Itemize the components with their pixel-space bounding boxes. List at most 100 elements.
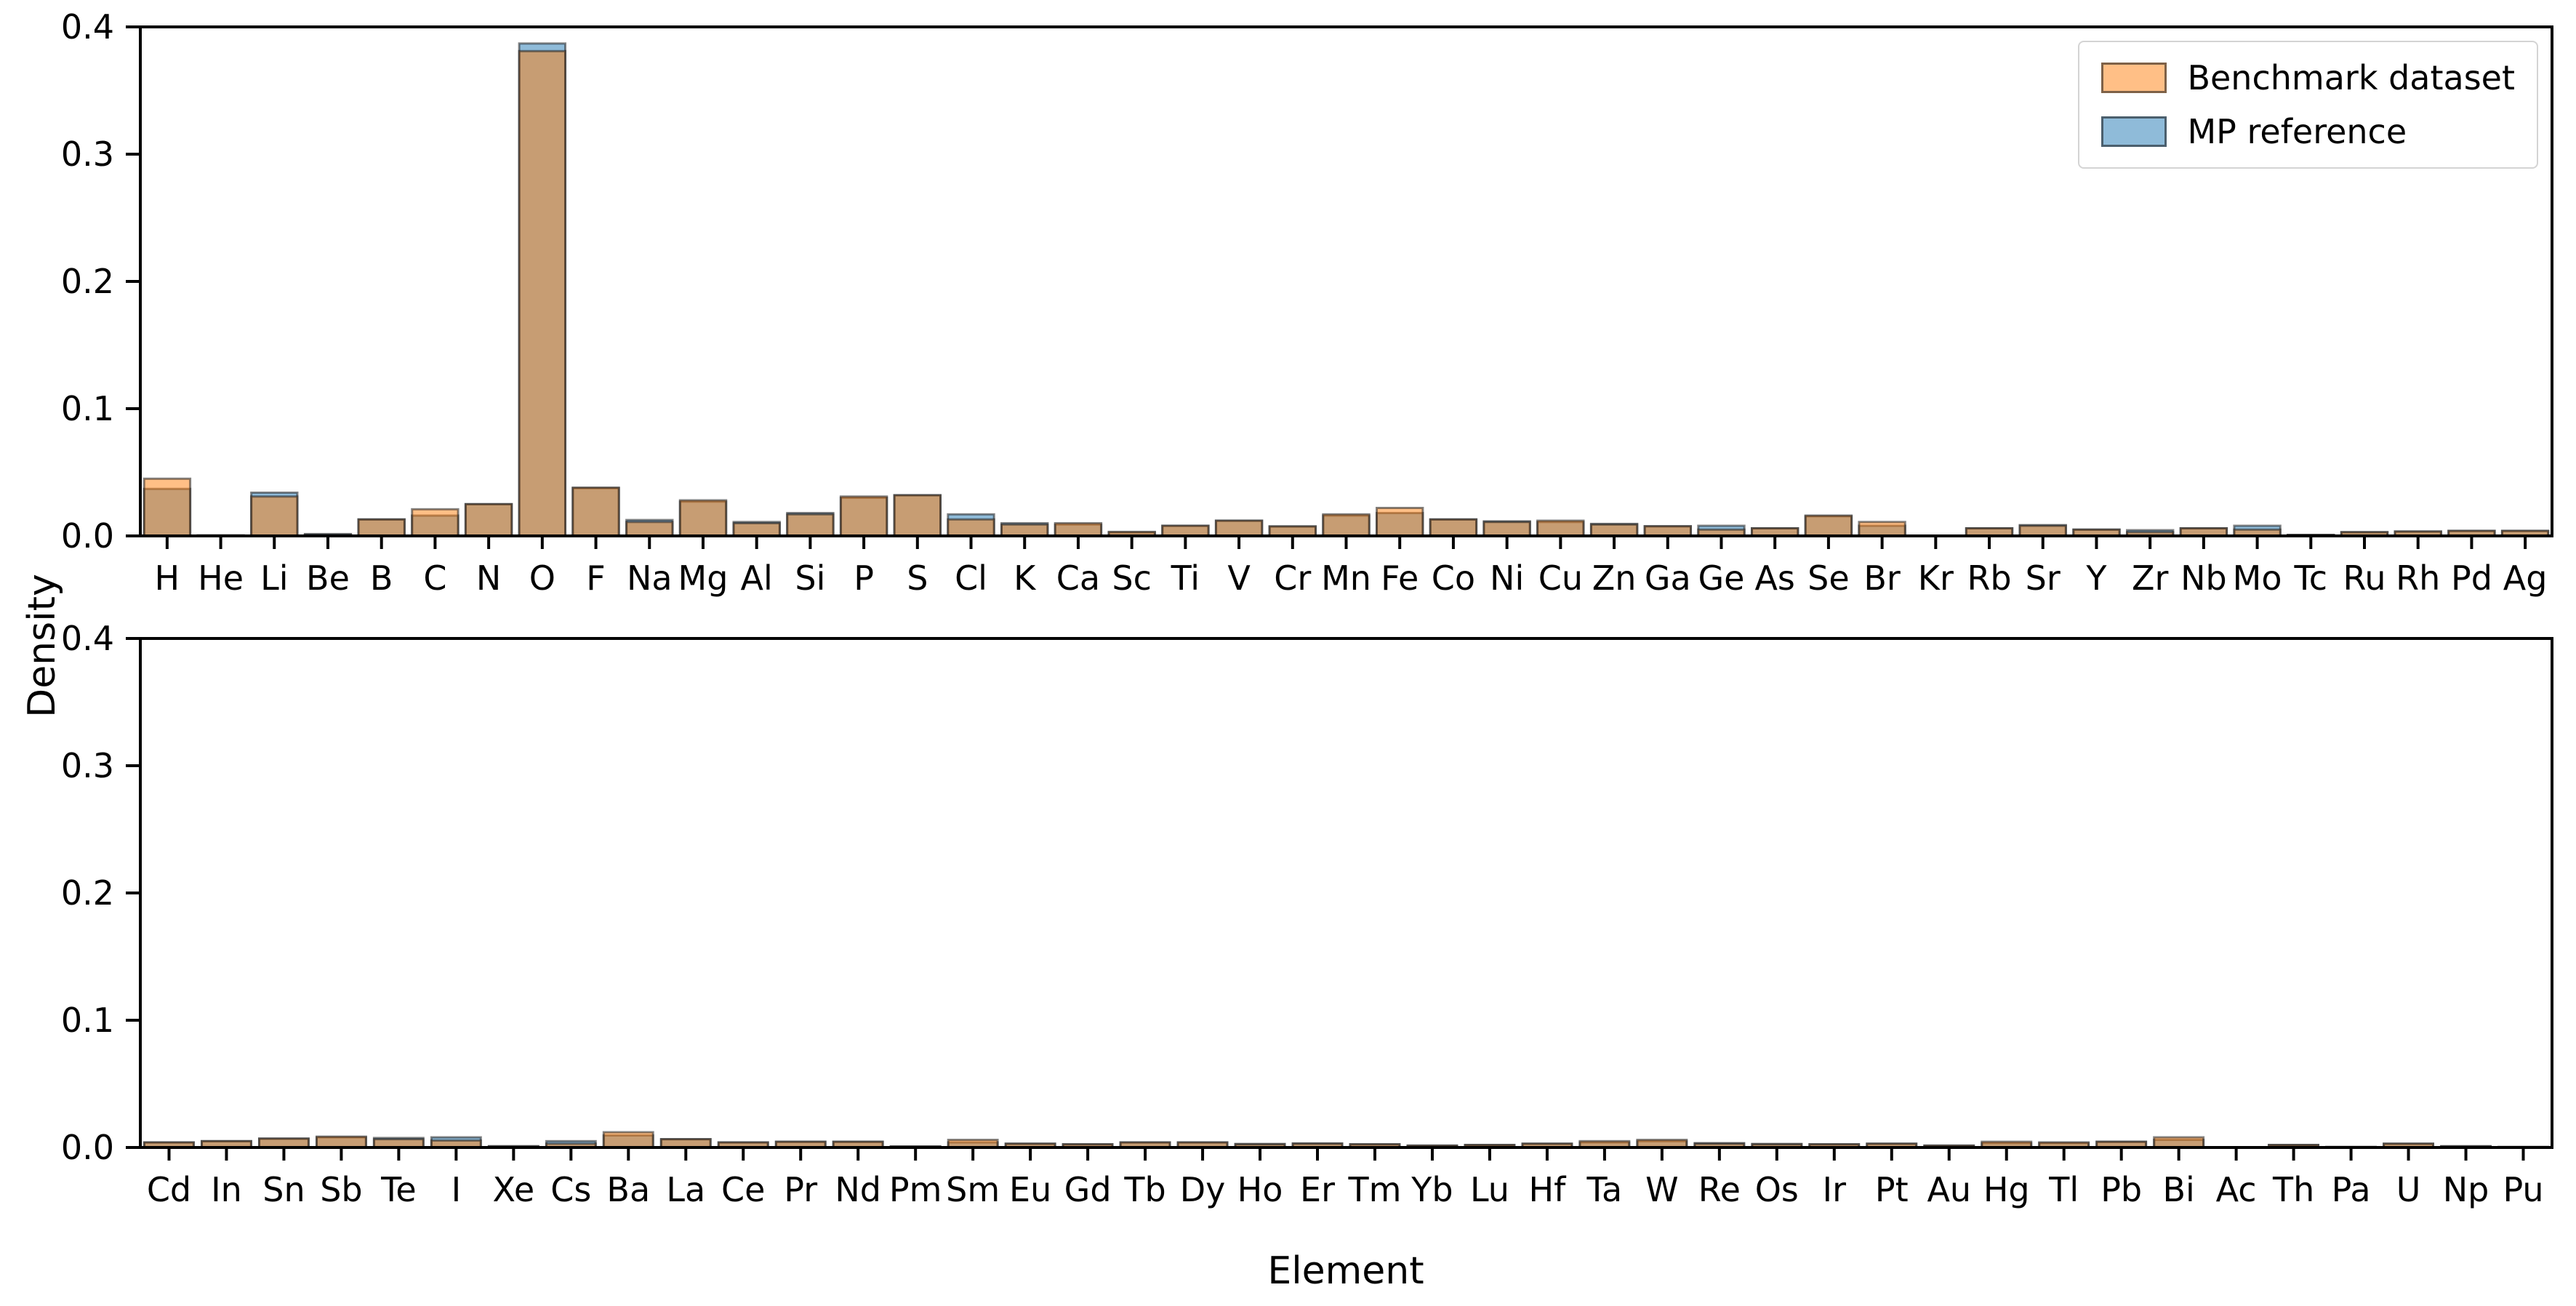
y-tick-label: 0.4 xyxy=(61,7,114,47)
bar-N xyxy=(464,502,513,537)
x-tick-label: He xyxy=(198,558,244,598)
y-tick-label: 0.1 xyxy=(61,1001,114,1040)
x-tick-label: Nb xyxy=(2180,558,2227,598)
bar-Sb xyxy=(316,1135,367,1149)
x-tick-label: Br xyxy=(1863,558,1901,598)
x-tick-label: Tb xyxy=(1123,1170,1165,1209)
x-tick-label: Rb xyxy=(1967,558,2011,598)
x-tick-label: Cs xyxy=(550,1170,591,1209)
bar-Mn xyxy=(1322,513,1371,537)
x-tick-label: As xyxy=(1754,558,1794,598)
bar-Mg xyxy=(678,499,728,537)
x-tick-label: Re xyxy=(1698,1170,1741,1209)
x-tick-label: Al xyxy=(741,558,773,598)
bar-H xyxy=(143,477,192,537)
x-tick-label: Xe xyxy=(492,1170,534,1209)
bar-F xyxy=(571,486,620,537)
bar-Al xyxy=(732,522,781,537)
x-tick-label: Er xyxy=(1300,1170,1335,1209)
y-tick-label: 0.0 xyxy=(61,516,114,556)
x-tick-label: Pb xyxy=(2100,1170,2142,1209)
mp-reference-swatch-icon xyxy=(2101,116,2167,147)
x-tick-label: Zr xyxy=(2132,558,2169,598)
x-tick-label: Fe xyxy=(1381,558,1419,598)
bar-O xyxy=(518,49,566,537)
y-tick-label: 0.3 xyxy=(61,135,114,174)
x-tick-label: H xyxy=(155,558,180,598)
panel-bottom: Cd In Sn Sb Te I Xe Cs Ba La Ce Pr Nd Pm Sm Eu Gd Tb Dy Ho E… xyxy=(61,619,2553,1209)
legend-label: Benchmark dataset xyxy=(2187,58,2515,97)
x-tick-label: V xyxy=(1227,558,1251,598)
x-tick-label: Mn xyxy=(1321,558,1371,598)
x-tick-label: C xyxy=(423,558,446,598)
bar-Sr xyxy=(2018,524,2067,537)
bar-V xyxy=(1214,519,1264,537)
bar-B xyxy=(357,518,406,537)
x-tick-label: Hg xyxy=(1983,1170,2030,1209)
x-tick-label: Ac xyxy=(2216,1170,2257,1209)
bar-C xyxy=(411,508,460,537)
x-tick-label: Be xyxy=(306,558,350,598)
x-tick-label: Sr xyxy=(2026,558,2061,598)
x-tick-label: Y xyxy=(2085,558,2107,598)
x-tick-label: Tc xyxy=(2294,558,2328,598)
legend-label: MP reference xyxy=(2187,112,2407,151)
bar-Cu xyxy=(1536,519,1585,537)
x-tick-label: Sc xyxy=(1112,558,1152,598)
x-tick-label: Dy xyxy=(1180,1170,1226,1209)
legend-item-mp-reference: MP reference xyxy=(2101,112,2515,151)
bar-Br xyxy=(1858,521,1906,537)
x-tick-label: La xyxy=(666,1170,705,1209)
axes-box xyxy=(139,637,2553,1149)
x-tick-label: Nd xyxy=(835,1170,881,1209)
bar-P xyxy=(839,495,888,537)
x-tick-label: Ce xyxy=(721,1170,765,1209)
bar-Li xyxy=(250,495,299,537)
x-tick-label: P xyxy=(854,558,874,598)
x-tick-label: Cl xyxy=(955,558,987,598)
x-tick-label: Pd xyxy=(2451,558,2492,598)
x-tick-label: Ge xyxy=(1698,558,1745,598)
bar-Bi xyxy=(2153,1136,2205,1149)
y-tick-label: 0.2 xyxy=(61,262,114,301)
x-tick-label: K xyxy=(1014,558,1037,598)
x-tick-label: Yb xyxy=(1411,1170,1453,1209)
x-tick-label: Si xyxy=(795,558,825,598)
x-tick-label: Sn xyxy=(262,1170,305,1209)
x-tick-label: Sm xyxy=(946,1170,1000,1209)
x-tick-label: Ca xyxy=(1056,558,1100,598)
x-tick-label: I xyxy=(452,1170,462,1209)
y-tick-label: 0.4 xyxy=(61,619,114,658)
bar-Ni xyxy=(1482,521,1531,537)
x-tick-label: Ho xyxy=(1237,1170,1283,1209)
x-tick-label: Gd xyxy=(1064,1170,1112,1209)
x-tick-label: B xyxy=(370,558,393,598)
x-axis-label: Element xyxy=(1267,1249,1424,1293)
y-tick-label: 0.1 xyxy=(61,389,114,428)
y-tick-label: 0.3 xyxy=(61,746,114,785)
bar-Ba xyxy=(602,1131,654,1149)
bar-Ca xyxy=(1054,522,1103,537)
x-tick-label: Ag xyxy=(2503,558,2548,598)
x-tick-label: Pt xyxy=(1875,1170,1909,1209)
x-tick-label: Ru xyxy=(2343,558,2386,598)
x-tick-label: Kr xyxy=(1918,558,1954,598)
x-tick-label: Pm xyxy=(889,1170,942,1209)
bar-Ti xyxy=(1161,524,1210,537)
x-tick-label: Lu xyxy=(1470,1170,1509,1209)
x-tick-label: Hf xyxy=(1529,1170,1568,1209)
x-tick-label: Eu xyxy=(1009,1170,1051,1209)
panel-top: H He Li Be B C N O F Na Mg Al Si P S Cl K Ca Sc Ti V Cr Mn Fe Co… xyxy=(61,7,2553,598)
x-tick-label: Mo xyxy=(2233,558,2282,598)
x-tick-label: Np xyxy=(2443,1170,2489,1209)
x-tick-label: Ta xyxy=(1586,1170,1623,1209)
bar-Zn xyxy=(1589,523,1639,537)
legend-item-benchmark: Benchmark dataset xyxy=(2101,58,2515,97)
x-tick-label: W xyxy=(1645,1170,1678,1209)
x-tick-label: U xyxy=(2396,1170,2421,1209)
x-tick-label: Te xyxy=(380,1170,417,1209)
y-axis-label: Density xyxy=(20,574,64,718)
x-tick-label: In xyxy=(211,1170,242,1209)
